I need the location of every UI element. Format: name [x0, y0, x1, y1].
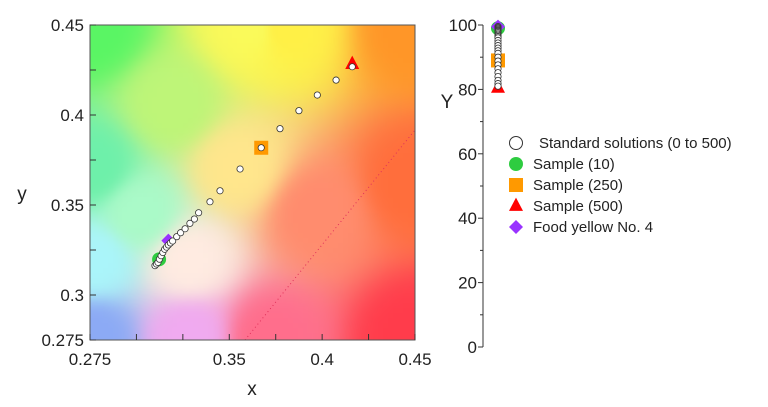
Y-tick-label: 100	[449, 16, 477, 35]
data-point	[206, 198, 214, 206]
legend-marker	[509, 197, 523, 211]
plot-frame	[89, 24, 416, 341]
legend-item: Standard solutions (0 to 500)	[509, 135, 732, 152]
data-point	[186, 219, 194, 227]
legend-marker	[509, 178, 523, 192]
legend-label: Food yellow No. 4	[533, 219, 653, 236]
data-point	[295, 107, 303, 115]
x-tick-label: 0.45	[398, 350, 431, 369]
x-tick-label: 0.4	[310, 350, 334, 369]
data-point	[348, 63, 356, 71]
Y-luminance-plot: 0 20 40 60 80 100	[449, 16, 505, 357]
data-point	[177, 229, 185, 237]
data-point	[190, 215, 198, 223]
legend-label: Sample (10)	[533, 156, 615, 173]
legend-marker	[509, 157, 523, 171]
Y-tick-label: 40	[458, 209, 477, 228]
Y-tick-label: 0	[468, 338, 477, 357]
Y-axis-label: Y	[441, 92, 454, 113]
legend-marker	[509, 220, 523, 234]
y-tick-label: 0.4	[60, 106, 84, 125]
xy-chromaticity-plot: 0.275 0.35 0.4 0.45 0.275 0.3 0.35 0.4 0.45	[41, 16, 431, 369]
data-point	[169, 237, 177, 245]
y-tick-label: 0.3	[60, 286, 84, 305]
chromaticity-background	[90, 25, 415, 340]
legend-item: Food yellow No. 4	[509, 219, 653, 236]
legend-marker	[509, 136, 523, 150]
legend-item: Sample (250)	[509, 177, 623, 194]
data-point	[332, 76, 340, 84]
y-axis-label: y	[17, 184, 27, 205]
y-tick-label: 0.35	[51, 196, 84, 215]
y-tick-label: 0.45	[51, 16, 84, 35]
data-point	[276, 125, 284, 133]
data-point	[181, 225, 189, 233]
data-point	[236, 165, 244, 173]
x-tick-label: 0.275	[69, 350, 112, 369]
Y-tick-label: 20	[458, 274, 477, 293]
data-point	[494, 82, 502, 90]
x-axis-label: x	[247, 379, 257, 400]
legend: Standard solutions (0 to 500) Sample (10)…	[509, 135, 732, 236]
data-point	[345, 55, 360, 69]
legend-item: Sample (500)	[509, 197, 623, 215]
legend-item: Sample (10)	[509, 156, 615, 173]
data-point	[195, 209, 203, 217]
x-tick-label: 0.35	[213, 350, 246, 369]
legend-label: Sample (250)	[533, 177, 623, 194]
data-point	[257, 144, 265, 152]
legend-label: Sample (500)	[533, 198, 623, 215]
data-point	[216, 187, 224, 195]
y-tick-label: 0.275	[41, 331, 84, 350]
dotted-reference-line	[244, 129, 416, 341]
Y-tick-label: 80	[458, 80, 477, 99]
data-point	[313, 91, 321, 99]
legend-label: Standard solutions (0 to 500)	[539, 135, 732, 152]
Y-tick-label: 60	[458, 145, 477, 164]
